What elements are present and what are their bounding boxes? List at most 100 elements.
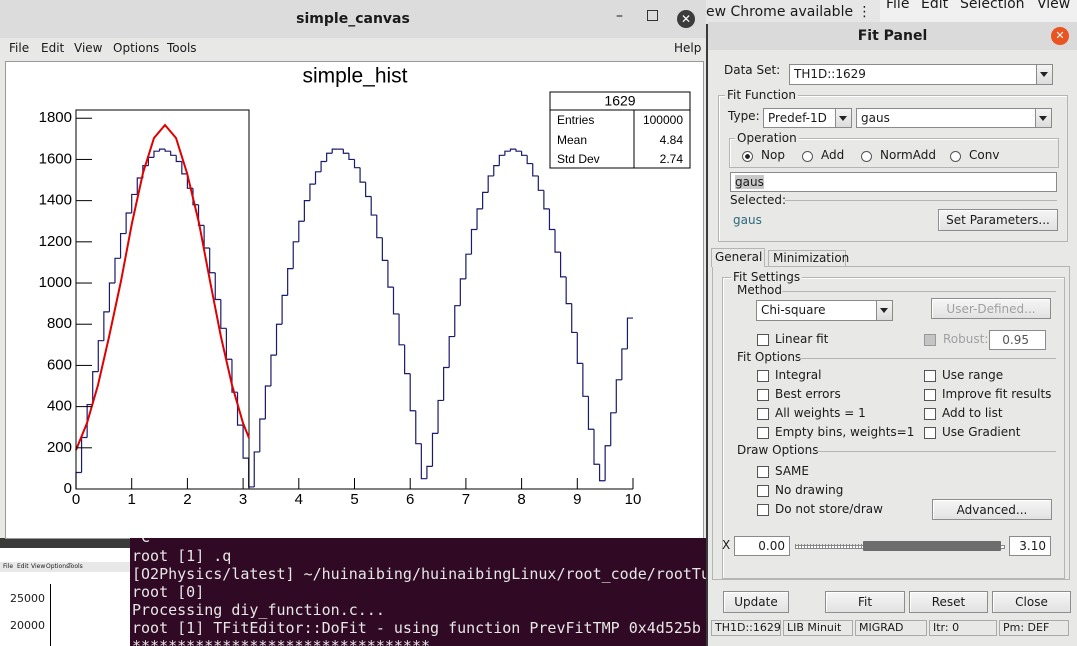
terminal-line: root [1] TFitEditor::DoFit - using funct…: [132, 619, 701, 637]
histogram-bin: [292, 241, 299, 269]
histogram-bin: [437, 399, 444, 434]
histogram-bin: [548, 208, 556, 231]
histogram-bin: [175, 155, 182, 163]
histogram-bin: [320, 160, 327, 172]
status-cell: LIB Minuit: [783, 620, 853, 636]
checkbox[interactable]: [757, 504, 769, 516]
y-tick-label: 1000: [39, 274, 72, 291]
histogram-bin: [504, 150, 511, 156]
tick-label: 20000: [10, 619, 45, 632]
menu-item[interactable]: File: [9, 41, 30, 55]
checkbox[interactable]: [757, 427, 769, 439]
close[interactable]: ✕: [677, 10, 695, 28]
histogram-bin: [259, 418, 266, 452]
histogram-bin: [415, 410, 422, 445]
menu-item[interactable]: View: [1037, 0, 1071, 12]
button[interactable]: Advanced...: [932, 499, 1052, 520]
tab-active[interactable]: General: [711, 248, 765, 267]
histogram-bin: [131, 193, 138, 213]
stats-value: 2.74: [660, 152, 684, 166]
histogram-bin: [554, 229, 561, 253]
stats-key: Entries: [557, 113, 594, 127]
histogram-bin: [582, 363, 589, 397]
type-select[interactable]: Predef-1D: [763, 108, 852, 128]
histogram-bin: [420, 443, 427, 480]
radio-label: Conv: [969, 148, 1000, 162]
histogram-bin: [209, 248, 216, 274]
checkbox[interactable]: [757, 334, 769, 346]
x-tick-label: 8: [517, 491, 525, 508]
menu-item[interactable]: Edit: [41, 41, 65, 55]
tab[interactable]: Minimization: [768, 250, 849, 267]
select-text: gaus: [861, 111, 890, 125]
menu-item[interactable]: Selection: [960, 0, 1025, 12]
histogram-bin: [103, 311, 110, 341]
menu-item[interactable]: Help: [674, 41, 702, 55]
status-cell: TH1D::1629: [711, 620, 781, 636]
checkbox[interactable]: [757, 389, 769, 401]
histogram-bin: [170, 151, 177, 156]
method-select[interactable]: Chi-square: [756, 300, 893, 321]
histogram-bin: [593, 429, 600, 465]
button[interactable]: Close: [992, 591, 1071, 613]
radio[interactable]: [742, 151, 753, 162]
terminal-line: *********************************: [132, 637, 431, 646]
menu-item[interactable]: View: [31, 563, 46, 570]
window-title: simple_canvas: [296, 11, 410, 27]
button[interactable]: Set Parameters...: [938, 209, 1058, 231]
radio[interactable]: [861, 151, 872, 162]
radio[interactable]: [802, 151, 813, 162]
canvas-window: simple_canvas – ✕ File Edit View Options…: [0, 0, 706, 539]
checkbox[interactable]: [757, 466, 769, 478]
histogram-bin: [610, 412, 617, 446]
menu-item[interactable]: Edit: [17, 563, 29, 570]
histogram-bin: [97, 340, 104, 372]
close[interactable]: ✕: [1051, 27, 1069, 45]
menu-item[interactable]: Edit: [921, 0, 949, 12]
checkbox[interactable]: [924, 408, 936, 420]
checkbox[interactable]: [924, 370, 936, 382]
histogram-bin: [153, 150, 160, 158]
checkbox[interactable]: [757, 408, 769, 420]
checkbox[interactable]: [924, 427, 936, 439]
group: Operation: [729, 131, 1059, 168]
menu-item[interactable]: File: [886, 0, 910, 12]
range-max[interactable]: 3.10: [1009, 536, 1051, 556]
maximize[interactable]: [647, 10, 658, 21]
range-min[interactable]: 0.00: [734, 536, 790, 556]
menu-item[interactable]: File: [3, 563, 14, 570]
checkbox-label: No drawing: [775, 483, 844, 497]
function-select[interactable]: gaus: [856, 108, 1052, 128]
separator: [798, 358, 1056, 359]
checkbox-label: Robust:: [943, 332, 989, 346]
menu-item[interactable]: View: [74, 41, 103, 55]
x-tick-label: 6: [406, 491, 414, 508]
histogram-bin: [331, 148, 338, 154]
menu-item[interactable]: Options: [46, 563, 70, 570]
checkbox[interactable]: [757, 485, 769, 497]
histogram-bin: [454, 305, 461, 337]
dataset-select[interactable]: TH1D::1629: [789, 64, 1053, 85]
button[interactable]: Reset: [909, 591, 988, 613]
formula-input[interactable]: gaus: [730, 172, 1057, 192]
y-tick-label: 1600: [39, 150, 72, 167]
slider-range[interactable]: [863, 541, 1001, 551]
checkbox[interactable]: [924, 389, 936, 401]
radio[interactable]: [950, 151, 961, 162]
menu-item[interactable]: Options: [113, 41, 160, 55]
checkbox[interactable]: [757, 370, 769, 382]
group-legend: Fit Settings: [731, 270, 803, 284]
y-tick-label: 400: [47, 398, 72, 415]
button[interactable]: Update: [723, 591, 789, 613]
x-tick-label: 10: [625, 491, 642, 508]
button[interactable]: Fit: [825, 591, 905, 613]
fit-range-box: [75, 109, 250, 490]
histogram-bin: [559, 252, 567, 278]
histogram-bin: [443, 366, 450, 401]
menu-item[interactable]: Tools: [68, 563, 83, 570]
histogram-bin: [532, 163, 539, 177]
minimize[interactable]: –: [616, 8, 623, 24]
chrome-notice[interactable]: ew Chrome available ⋮: [706, 4, 872, 20]
menu-item[interactable]: Tools: [167, 41, 197, 55]
checkbox-disabled: [924, 334, 936, 346]
